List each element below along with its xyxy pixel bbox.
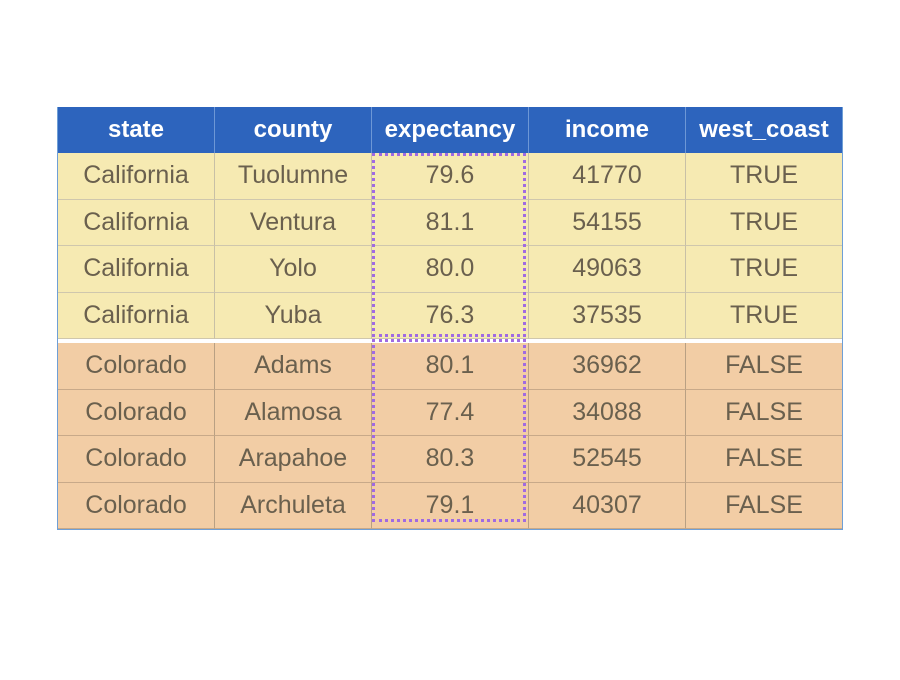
table-row: California Yuba 76.3 37535 TRUE [58,292,842,339]
expectancy-cell: 80.1 [372,343,529,390]
income-cell: 40307 [529,482,686,529]
state-cell: California [58,199,215,246]
income-cell: 37535 [529,292,686,339]
table-row: Colorado Adams 80.1 36962 FALSE [58,343,842,390]
county-cell: Alamosa [215,389,372,436]
expectancy-cell: 79.1 [372,482,529,529]
table-row: Colorado Archuleta 79.1 40307 FALSE [58,482,842,529]
column-header-expectancy: expectancy [372,107,529,153]
west-coast-cell: TRUE [686,292,842,339]
county-cell: Yolo [215,246,372,293]
column-header-state: state [58,107,215,153]
table-row: California Ventura 81.1 54155 TRUE [58,199,842,246]
table-header-row: state county expectancy income west_coas… [58,107,842,153]
state-cell: California [58,153,215,200]
county-cell: Archuleta [215,482,372,529]
west-coast-cell: FALSE [686,482,842,529]
west-coast-cell: TRUE [686,246,842,293]
state-cell: Colorado [58,389,215,436]
table-row: Colorado Arapahoe 80.3 52545 FALSE [58,436,842,483]
table-row: California Yolo 80.0 49063 TRUE [58,246,842,293]
california-group: California Tuolumne 79.6 41770 TRUE Cali… [58,153,842,339]
state-cell: California [58,292,215,339]
expectancy-cell: 76.3 [372,292,529,339]
county-cell: Adams [215,343,372,390]
county-cell: Yuba [215,292,372,339]
state-cell: Colorado [58,436,215,483]
county-cell: Tuolumne [215,153,372,200]
expectancy-cell: 80.3 [372,436,529,483]
county-cell: Ventura [215,199,372,246]
west-coast-cell: FALSE [686,343,842,390]
column-header-county: county [215,107,372,153]
expectancy-cell: 79.6 [372,153,529,200]
west-coast-cell: FALSE [686,389,842,436]
table-row: Colorado Alamosa 77.4 34088 FALSE [58,389,842,436]
west-coast-cell: TRUE [686,153,842,200]
column-header-west-coast: west_coast [699,116,829,143]
expectancy-cell: 81.1 [372,199,529,246]
west-coast-cell: TRUE [686,199,842,246]
expectancy-cell: 80.0 [372,246,529,293]
income-cell: 49063 [529,246,686,293]
colorado-group: Colorado Adams 80.1 36962 FALSE Colorado… [58,343,842,529]
county-cell: Arapahoe [215,436,372,483]
income-cell: 54155 [529,199,686,246]
income-cell: 52545 [529,436,686,483]
income-cell: 41770 [529,153,686,200]
income-cell: 36962 [529,343,686,390]
income-cell: 34088 [529,389,686,436]
table-row: California Tuolumne 79.6 41770 TRUE [58,153,842,200]
west-coast-cell: FALSE [686,436,842,483]
expectancy-cell: 77.4 [372,389,529,436]
state-cell: California [58,246,215,293]
column-header-income: income [529,107,686,153]
state-cell: Colorado [58,482,215,529]
data-table: state county expectancy income west_coas… [57,107,843,530]
state-cell: Colorado [58,343,215,390]
